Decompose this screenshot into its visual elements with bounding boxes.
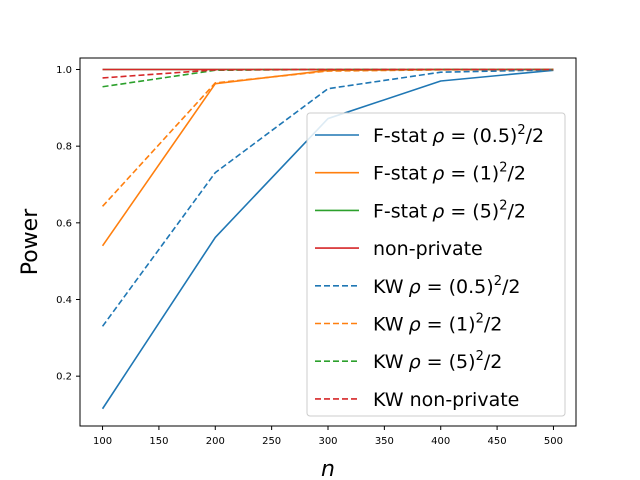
y-tick-label: 0.2: [56, 372, 72, 383]
legend-entry-2: F-stat ρ = (1)2/2: [373, 161, 526, 185]
legend-box: [306, 112, 566, 417]
series-line-8: [102, 68, 554, 79]
x-axis-label: n: [321, 457, 335, 480]
x-tick-label: 300: [318, 436, 337, 447]
series-line-6: [101, 68, 554, 207]
y-axis-label: Power: [18, 208, 43, 275]
x-tick-label: 500: [544, 436, 563, 447]
legend-entry-4: non-private: [373, 238, 483, 260]
x-tick-label: 100: [93, 436, 112, 447]
series-layer: [101, 68, 554, 410]
legend-entry-6: KW ρ = (1)2/2: [373, 312, 502, 336]
y-tick-label: 0.4: [56, 295, 72, 306]
legend-entry-1: F-stat ρ = (0.5)2/2: [373, 123, 544, 147]
y-axis: 0.2 0.4 0.6 0.8 1.0: [56, 65, 80, 383]
y-tick-label: 0.6: [56, 218, 72, 229]
legend-entry-8: KW non-private: [373, 389, 519, 411]
legend-entry-7: KW ρ = (5)2/2: [373, 349, 502, 373]
x-tick-label: 450: [488, 436, 507, 447]
x-axis: 100 150 200 250 300 350 400 450 500: [93, 426, 563, 447]
series-line-5: [101, 69, 554, 327]
x-tick-label: 200: [206, 436, 225, 447]
y-tick-label: 0.8: [56, 142, 72, 153]
x-tick-label: 150: [149, 436, 168, 447]
x-tick-label: 250: [262, 436, 281, 447]
x-tick-label: 350: [375, 436, 394, 447]
y-tick-label: 1.0: [56, 65, 72, 76]
legend: F-stat ρ = (0.5)2/2F-stat ρ = (1)2/2F-stat…: [306, 112, 566, 417]
x-tick-label: 400: [431, 436, 450, 447]
